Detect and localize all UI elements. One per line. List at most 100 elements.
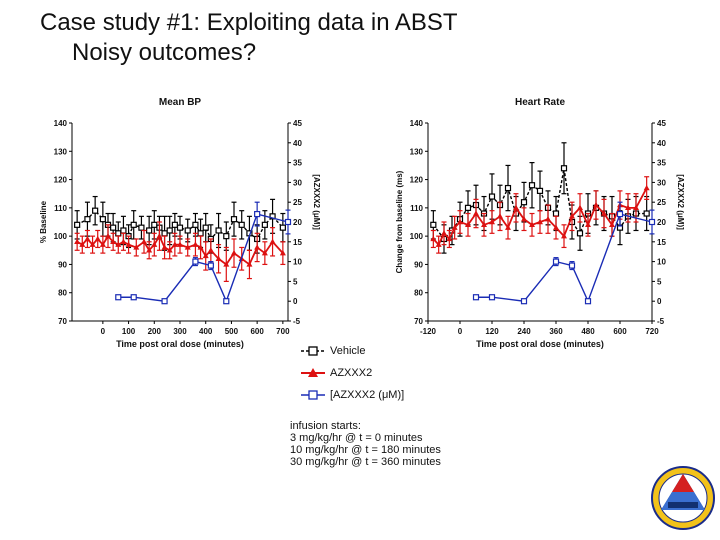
legend-label-vehicle: Vehicle (330, 345, 366, 357)
y2-tick-label: 10 (657, 258, 666, 267)
data-point-vehicle (166, 227, 173, 234)
y2-tick-label: 5 (657, 277, 662, 286)
data-point-vehicle (161, 230, 168, 237)
x-tick-label: 200 (148, 327, 162, 336)
chart-title: Heart Rate (515, 97, 565, 108)
data-point-azxxx2 (207, 247, 214, 253)
data-point-concentration (472, 294, 480, 301)
x-tick-label: 700 (276, 327, 290, 336)
x-tick-label: 360 (549, 327, 563, 336)
data-point-vehicle (223, 233, 230, 240)
y2-tick-label: 35 (293, 159, 302, 168)
data-point-vehicle (202, 224, 209, 231)
data-point-azxxx2 (601, 210, 607, 216)
data-point-azxxx2 (231, 249, 237, 256)
data-point-concentration (284, 218, 292, 226)
data-point-concentration (488, 294, 496, 301)
data-point-azxxx2 (545, 215, 551, 222)
y2-tick-label: 25 (293, 198, 302, 207)
x-axis-label: Time post oral dose (minutes) (116, 339, 244, 349)
y-tick-label: 110 (410, 204, 423, 213)
data-point-vehicle (110, 224, 117, 231)
y2-tick-label: 10 (293, 258, 302, 267)
slide-subtitle: Noisy outcomes? (72, 39, 257, 66)
y-tick-label: 100 (410, 232, 424, 241)
data-point-azxxx2 (192, 241, 199, 247)
data-point-azxxx2 (553, 224, 559, 230)
data-point-azxxx2 (521, 215, 527, 222)
y2-tick-label: 15 (657, 238, 666, 247)
legend-label-azxxx2: AZXXX2 (330, 367, 373, 379)
y2-tick-label: 0 (293, 297, 298, 306)
data-point-azxxx2 (89, 241, 96, 247)
legend-item-vehicle: Vehicle (300, 344, 500, 362)
x-tick-label: 500 (225, 327, 239, 336)
data-point-azxxx2 (184, 244, 191, 250)
data-point-azxxx2 (633, 204, 639, 211)
data-point-vehicle (74, 221, 81, 228)
y-tick-label: 80 (58, 289, 67, 298)
data-point-azxxx2 (451, 224, 458, 230)
infusion-line: 10 mg/kg/hr @ t = 180 minutes (290, 444, 441, 456)
data-point-azxxx2 (141, 238, 147, 244)
data-point-vehicle (130, 221, 137, 228)
data-point-azxxx2 (643, 184, 650, 191)
data-point-vehicle (430, 221, 437, 228)
x-tick-label: 0 (458, 327, 463, 336)
legend-marker-concentration (301, 390, 325, 400)
data-point-vehicle (192, 221, 199, 228)
legend-item-azxxx2: AZXXX2 (300, 366, 500, 384)
data-point-azxxx2 (197, 244, 204, 250)
y-tick-label: 90 (58, 260, 67, 269)
data-point-vehicle (215, 227, 222, 234)
data-point-azxxx2 (537, 218, 543, 225)
y-tick-label: 100 (54, 232, 68, 241)
data-point-vehicle (536, 187, 544, 194)
data-point-vehicle (230, 216, 238, 223)
y2-tick-label: 25 (657, 198, 666, 207)
x-tick-label: 400 (199, 327, 213, 336)
legend-item-concentration: [AZXXX2 (μM)] (300, 388, 500, 406)
data-point-concentration (161, 298, 168, 305)
x-tick-label: 600 (613, 327, 627, 336)
data-point-concentration (520, 298, 528, 305)
data-point-concentration (648, 218, 656, 226)
data-point-azxxx2 (133, 244, 140, 250)
data-point-vehicle (146, 227, 153, 234)
data-point-azxxx2 (593, 201, 599, 208)
data-point-concentration (568, 262, 576, 269)
y2-tick-label: 30 (293, 178, 302, 187)
data-point-vehicle (99, 216, 106, 223)
data-point-concentration (584, 298, 592, 305)
y2-tick-label: 45 (293, 119, 302, 128)
data-point-azxxx2 (457, 218, 463, 225)
data-point-azxxx2 (146, 247, 153, 253)
data-point-vehicle (488, 193, 496, 200)
data-point-vehicle (184, 227, 191, 234)
data-point-azxxx2 (430, 235, 437, 242)
data-point-azxxx2 (585, 221, 591, 228)
data-point-vehicle (520, 199, 528, 206)
y2-tick-label: 30 (657, 178, 666, 187)
data-point-azxxx2 (261, 249, 268, 256)
y2-tick-label: 20 (293, 218, 302, 227)
data-point-concentration (254, 210, 261, 218)
y-axis-label: % Baseline (39, 200, 48, 243)
data-point-azxxx2 (156, 232, 163, 239)
data-point-azxxx2 (513, 204, 519, 211)
x-tick-label: 720 (645, 327, 659, 336)
data-point-azxxx2 (279, 249, 286, 256)
x-tick-label: 240 (517, 327, 531, 336)
data-point-azxxx2 (79, 241, 86, 247)
data-point-vehicle (279, 224, 286, 231)
y-tick-label: 140 (54, 119, 68, 128)
data-point-azxxx2 (171, 241, 178, 247)
y2-tick-label: 35 (657, 159, 666, 168)
data-point-concentration (192, 258, 199, 265)
y-tick-label: 70 (414, 317, 423, 326)
data-point-vehicle (261, 221, 268, 228)
legend-label-concentration: [AZXXX2 (μM)] (330, 389, 405, 401)
data-point-azxxx2 (473, 210, 479, 216)
y2-tick-label: 20 (657, 218, 666, 227)
